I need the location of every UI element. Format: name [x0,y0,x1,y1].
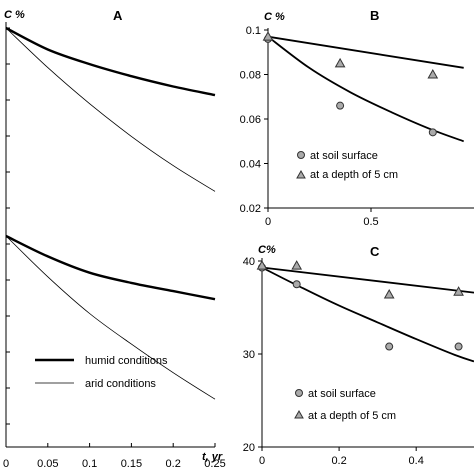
y-tick-label: 0.02 [240,203,261,215]
data-point-triangle [383,288,395,299]
panel-c-points [256,260,464,351]
x-tick-label: 0 [265,216,271,228]
panel-b-label: B [370,8,379,23]
data-point-circle [385,342,394,351]
data-point-circle [336,101,345,110]
legend-label-humid: humid conditions [85,355,168,367]
x-tick-label: 0.2 [331,455,346,467]
y-tick-label: 0.04 [240,159,261,171]
panel-a-label: A [113,8,123,23]
panel-b-fit-lines [267,35,465,143]
legend-marker-triangle [294,409,304,419]
x-tick-label: 0 [259,455,265,467]
panel-a: C % A 0 0.05 0.1 0.15 0.2 0.25 t, yr humid co… [3,8,226,470]
data-point-circle [292,280,301,289]
panel-c: C% C 20 30 40 0 0.2 0.4 at soil surface at a… [243,244,474,467]
y-tick-label: 20 [243,442,255,454]
panel-c-label: C [370,244,380,259]
panel-b-legend-depth: at a depth of 5 cm [310,169,398,181]
panel-c-y-ticks: 20 30 40 [243,256,262,454]
panel-a-lines [5,26,216,400]
data-point-triangle [427,68,439,79]
data-point-triangle [453,286,464,296]
data-point-triangle [291,260,303,270]
data-point-triangle [334,57,346,68]
y-tick-label: 0.1 [246,25,261,37]
y-tick-label: 0.08 [240,70,261,82]
series-line-arid-upper [5,27,216,192]
x-tick-label: 0.15 [121,458,142,470]
fit-line-depth [267,35,464,69]
legend-marker-triangle [296,169,306,179]
panel-b-ylabel: C % [264,11,285,23]
x-tick-label: 0.05 [37,458,58,470]
y-tick-label: 30 [243,349,255,361]
data-point-circle [454,342,463,351]
data-point-triangle [262,31,274,41]
data-point-triangle [256,260,268,270]
legend-label-arid: arid conditions [85,378,156,390]
legend-marker-circle [295,389,303,397]
x-tick-label: 0.1 [82,458,97,470]
panel-b-points [262,31,439,137]
fit-line-depth [261,266,474,294]
series-line-humid-lower [5,234,216,301]
panel-a-xlabel: t, yr [202,451,223,463]
panel-c-x-ticks: 0 0.2 0.4 [259,447,424,467]
series-line-arid-lower [5,235,216,400]
data-point-circle [428,128,437,137]
x-tick-label: 0.5 [363,216,378,228]
panel-a-x-ticks: 0 0.05 0.1 0.15 0.2 0.25 [3,443,226,470]
panel-b-x-ticks: 0 0.5 [265,208,379,228]
y-tick-label: 0.06 [240,114,261,126]
fit-line-surface [261,266,474,363]
panel-b-legend-surface: at soil surface [310,150,378,162]
panel-a-y-ticks [6,27,10,425]
panel-b: C % B 0.020.040.060.080.1 0 0.5 at soil s… [240,8,474,228]
legend-marker-circle [297,151,305,159]
panel-c-legend-surface: at soil surface [308,388,376,400]
panel-c-legend-depth: at a depth of 5 cm [308,410,396,422]
y-tick-label: 40 [243,256,255,268]
x-tick-label: 0.4 [409,455,424,467]
panel-a-ylabel: C % [4,9,25,21]
x-tick-label: 0.2 [166,458,181,470]
panel-c-ylabel: C% [258,244,276,256]
panel-c-fit-lines [261,266,474,363]
x-tick-label: 0 [3,458,9,470]
series-line-humid-upper [5,26,216,97]
panel-b-y-ticks: 0.02 0.04 0.06 0.08 0.1 [240,25,268,215]
x-tick-label: 0.25 [204,458,225,470]
